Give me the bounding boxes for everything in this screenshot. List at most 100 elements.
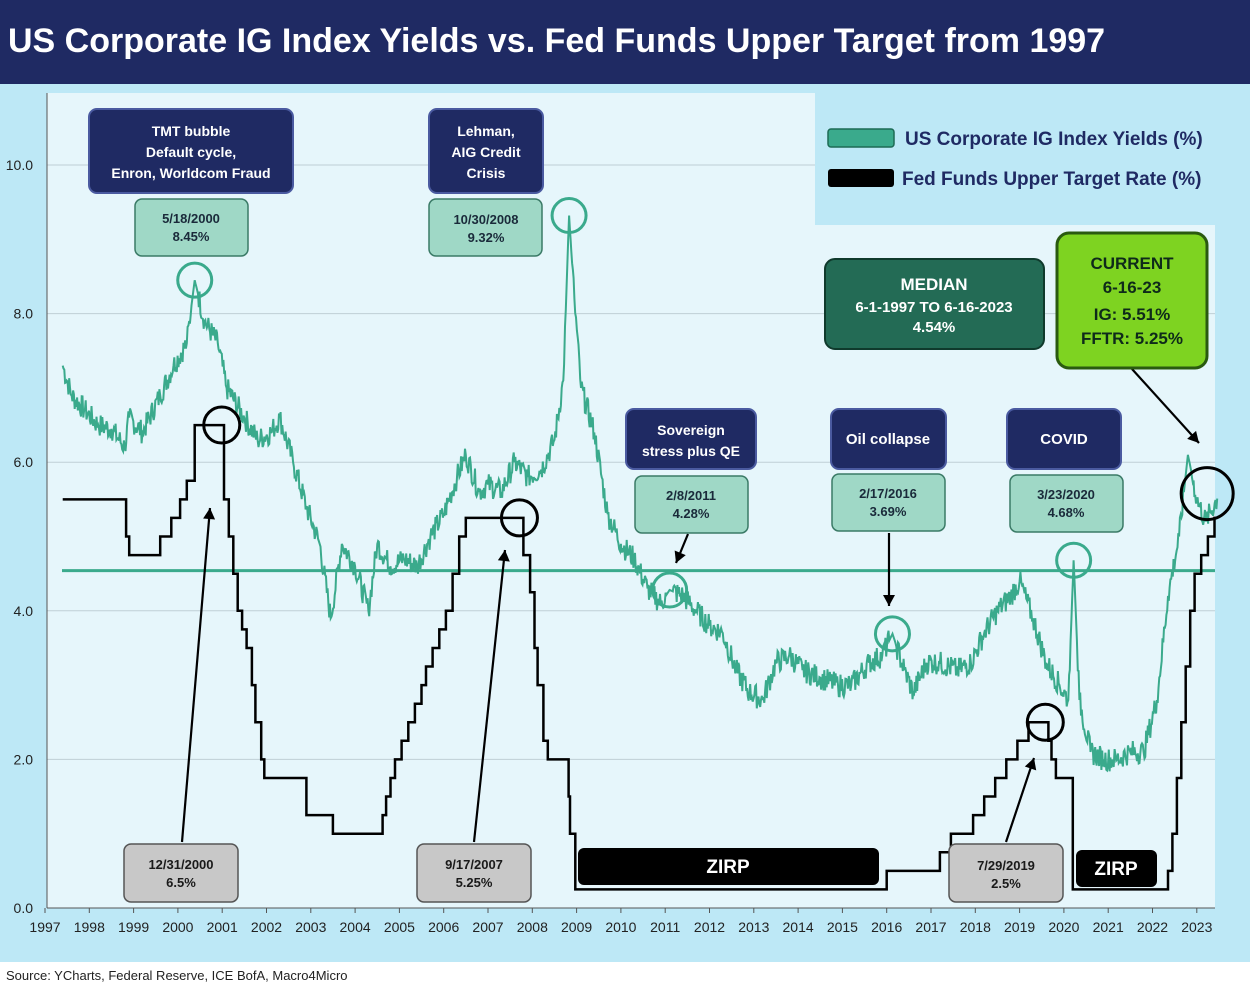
legend-panel: [815, 93, 1215, 225]
ig-peak-2016-date: 2/17/2016: [859, 486, 917, 501]
x-tick-label: 1999: [118, 919, 149, 935]
zirp-2009-box: [578, 848, 879, 885]
ig-peak-2000-date: 5/18/2000: [162, 211, 220, 226]
x-tick-label: 2020: [1048, 919, 1079, 935]
x-tick-label: 2013: [738, 919, 769, 935]
current-box: [1055, 231, 1209, 370]
callout-oil-box: [830, 408, 947, 470]
ig-peak-2016-value: 3.69%: [870, 504, 907, 519]
ig-peak-2000-value: 8.45%: [173, 229, 210, 244]
callout-tmt-line1: TMT bubble: [152, 123, 231, 139]
ff-peak-2019-date: 7/29/2019: [977, 858, 1035, 873]
callout-lehman-box: [428, 108, 544, 194]
callout-lehman-line1: Lehman,: [457, 123, 515, 139]
x-tick-label: 2014: [783, 919, 814, 935]
current-line3: IG: 5.51%: [1094, 305, 1171, 324]
x-tick-label: 2010: [605, 919, 636, 935]
ig-series-line: [61, 215, 1219, 773]
x-tick-label: 2008: [517, 919, 548, 935]
pointer-arrowhead: [1187, 430, 1199, 443]
y-tick-label: 6.0: [14, 454, 34, 470]
legend-label-ig: US Corporate IG Index Yields (%): [905, 129, 1203, 150]
zirp-2020-label: ZIRP: [1094, 859, 1138, 880]
ig-peak-circle: [873, 615, 911, 653]
y-tick-label: 10.0: [6, 157, 33, 173]
pointer-arrow: [472, 549, 507, 843]
ff-peak-circle: [1025, 702, 1065, 742]
ig-peak-circle: [176, 261, 214, 299]
pointer-arrowhead: [883, 595, 895, 606]
x-tick-label: 2011: [650, 919, 680, 935]
callout-sovereign-box: [625, 408, 757, 470]
x-tick-label: 2022: [1137, 919, 1168, 935]
x-tick-label: 2004: [340, 919, 371, 935]
x-tick-label: 2003: [295, 919, 326, 935]
callout-sovereign-line1: Sovereign: [657, 422, 725, 438]
legend-swatch-ig: [827, 128, 895, 148]
pointer-arrowhead: [674, 550, 686, 563]
title-bar: US Corporate IG Index Yields vs. Fed Fun…: [0, 0, 1250, 84]
ig-peak-circle: [1055, 541, 1093, 579]
ig-peak-2011-date: 2/8/2011: [666, 488, 716, 503]
pointer-arrowhead: [203, 508, 216, 520]
x-tick-label: 2015: [827, 919, 858, 935]
x-tick-label: 2001: [207, 919, 238, 935]
pointer-arrowhead: [1024, 758, 1037, 771]
callout-lehman-line3: Crisis: [467, 165, 506, 181]
x-tick-label: 2005: [384, 919, 415, 935]
ff-peak-2000-date: 12/31/2000: [148, 857, 213, 872]
ff-peak-2007-value: 5.25%: [456, 875, 493, 890]
x-tick-label: 2023: [1181, 919, 1212, 935]
x-tick-label: 2019: [1004, 919, 1035, 935]
x-tick-label: 2021: [1093, 919, 1124, 935]
zirp-2009-label: ZIRP: [706, 857, 750, 878]
y-tick-label: 0.0: [14, 900, 34, 916]
ig-peak-2020-value: 4.68%: [1048, 505, 1085, 520]
ig-peak-2011-value: 4.28%: [673, 506, 710, 521]
ff-peak-circle: [202, 405, 242, 445]
zirp-2020-box: [1076, 850, 1157, 887]
pointer-arrow: [180, 507, 212, 843]
x-tick-label: 1997: [29, 919, 60, 935]
legend-swatch-ff: [828, 169, 894, 187]
ff-peak-2019-box: [948, 843, 1064, 903]
callout-tmt-line3: Enron, Worldcom Fraud: [111, 165, 270, 181]
callout-tmt-box: [88, 108, 294, 194]
ig-peak-2016-box: [831, 473, 946, 532]
source-note: Source: YCharts, Federal Reserve, ICE Bo…: [6, 968, 348, 983]
x-tick-label: 2000: [162, 919, 193, 935]
x-tick-label: 2012: [694, 919, 725, 935]
current-line4: FFTR: 5.25%: [1081, 329, 1183, 348]
x-tick-label: 2009: [561, 919, 592, 935]
callout-covid-line1: COVID: [1040, 431, 1088, 448]
x-tick-label: 2002: [251, 919, 282, 935]
ff-peak-circle: [499, 498, 539, 538]
legend-label-ff: Fed Funds Upper Target Rate (%): [902, 169, 1201, 190]
ff-series-line: [62, 423, 1218, 891]
ig-peak-2008-date: 10/30/2008: [453, 212, 518, 227]
x-tick-label: 2017: [915, 919, 946, 935]
callout-covid-box: [1006, 408, 1122, 470]
ff-peak-2019-value: 2.5%: [991, 876, 1021, 891]
pointer-arrow: [1131, 368, 1200, 444]
ff-peak-2000-box: [123, 843, 239, 903]
current-line2: 6-16-23: [1103, 278, 1162, 297]
ig-peak-2011-box: [634, 475, 749, 534]
y-tick-label: 8.0: [14, 306, 34, 322]
y-tick-label: 4.0: [14, 603, 34, 619]
ig-peak-2008-value: 9.32%: [468, 230, 505, 245]
x-tick-label: 2007: [472, 919, 503, 935]
current-line1: CURRENT: [1090, 254, 1174, 273]
ig-peak-2020-box: [1009, 474, 1124, 533]
ff-peak-2000-value: 6.5%: [166, 875, 196, 890]
pointer-arrowhead: [497, 550, 510, 562]
median-line1: MEDIAN: [900, 275, 967, 294]
chart-title: US Corporate IG Index Yields vs. Fed Fun…: [8, 22, 1106, 60]
callout-tmt-line2: Default cycle,: [146, 144, 236, 160]
x-tick-label: 1998: [74, 919, 105, 935]
callout-oil-line1: Oil collapse: [846, 431, 930, 448]
current-circle: [1179, 466, 1235, 522]
ig-peak-2000-box: [134, 198, 249, 257]
ff-peak-2007-date: 9/17/2007: [445, 857, 503, 872]
median-box: [824, 258, 1045, 350]
